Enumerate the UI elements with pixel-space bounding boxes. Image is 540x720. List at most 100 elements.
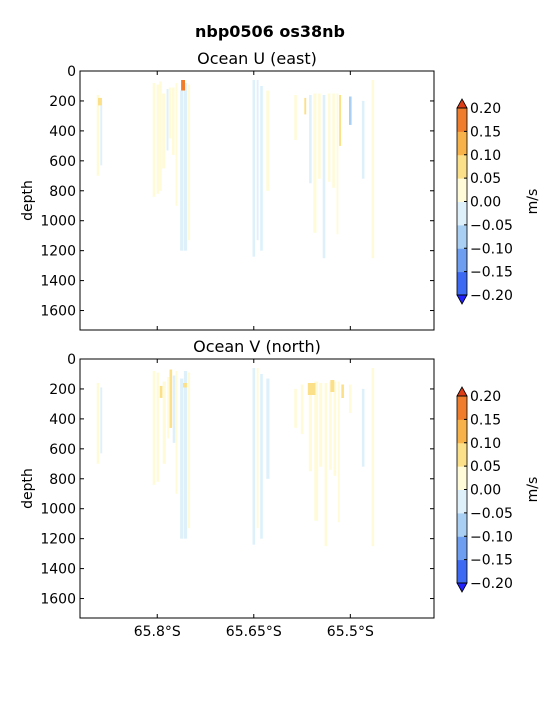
data-column: [300, 384, 304, 434]
colorbar-segment: [457, 466, 467, 490]
data-column: [152, 371, 156, 485]
colorbar-label: m/s: [525, 189, 540, 215]
data-column: [167, 377, 170, 439]
y-tick-label: 400: [49, 412, 76, 428]
data-column: [349, 96, 352, 125]
colorbar-segment: [457, 178, 467, 202]
data-column: [172, 87, 175, 155]
data-column: [183, 383, 187, 388]
data-column: [294, 95, 297, 140]
data-column: [319, 383, 323, 467]
data-column: [180, 378, 184, 539]
data-column: [336, 93, 339, 235]
data-column: [314, 381, 319, 521]
data-column: [260, 374, 263, 539]
y-tick-label: 1600: [40, 592, 76, 608]
data-column: [162, 381, 166, 464]
colorbar: 0.20 0.15 0.10 0.05 0.00 −0.05 −0.10 −0.15 −0.20…: [456, 386, 540, 593]
colorbar-tick-label: 0.20: [470, 389, 501, 405]
axes-title: Ocean U (east): [197, 49, 317, 68]
axes-title: Ocean V (north): [193, 337, 321, 356]
data-column: [371, 80, 375, 259]
colorbar-label: m/s: [525, 477, 540, 503]
panel-2: Ocean V (north) 0 200 400 600 800 1000 1200 1400…: [20, 337, 540, 640]
data-column: [318, 93, 321, 179]
data-column: [252, 368, 256, 545]
colorbar-tick-label: 0.00: [470, 195, 501, 211]
data-column: [330, 380, 335, 392]
data-column: [156, 84, 160, 194]
data-column: [152, 83, 156, 197]
y-tick-label: 0: [67, 352, 76, 368]
axes-frame: [79, 358, 435, 619]
data-column: [256, 368, 259, 529]
colorbar-extend-max: [456, 98, 468, 109]
y-tick-label: 1400: [40, 562, 76, 578]
colorbar-tick-label: 0.15: [470, 124, 501, 140]
data-column: [187, 372, 191, 529]
data-column: [159, 81, 162, 191]
colorbar-segment: [457, 559, 467, 584]
data-column: [371, 368, 375, 547]
data-column: [169, 369, 173, 428]
data-column: [361, 100, 365, 179]
data-column: [260, 86, 263, 251]
colorbar-segment: [457, 271, 467, 296]
data-column: [183, 83, 188, 251]
data-column: [294, 388, 297, 428]
data-column: [329, 381, 332, 470]
y-tick-label: 400: [49, 124, 76, 140]
data-columns: [96, 368, 375, 547]
colorbar: 0.20 0.15 0.10 0.05 0.00 −0.05 −0.10 −0.15 −0.20…: [456, 98, 540, 305]
data-column: [162, 93, 166, 169]
data-column: [166, 89, 169, 151]
colorbar-segment: [457, 131, 467, 156]
y-tick-label: 1200: [40, 244, 76, 260]
data-column: [156, 372, 160, 482]
data-column: [337, 381, 340, 523]
y-tick-label: 200: [49, 382, 76, 398]
colorbar-segment: [457, 512, 467, 537]
data-column: [332, 93, 335, 188]
colorbar-segment: [457, 248, 467, 273]
colorbar-tick-label: 0.05: [470, 459, 501, 475]
y-tick-label: 600: [49, 442, 76, 458]
colorbar-segment: [457, 108, 467, 132]
data-column: [187, 84, 191, 241]
colorbar-tick-label: −0.20: [470, 288, 513, 304]
data-column: [361, 388, 365, 467]
colorbar-tick-label: −0.05: [470, 218, 513, 234]
data-column: [181, 80, 185, 91]
colorbar-tick-label: −0.15: [470, 265, 513, 281]
data-column: [168, 87, 172, 139]
colorbar-segment: [457, 224, 467, 249]
colorbar-segment: [457, 442, 467, 467]
y-tick-label: 1000: [40, 214, 76, 230]
y-tick-label: 800: [49, 184, 76, 200]
data-column: [100, 99, 103, 166]
colorbar-extend-max: [456, 386, 468, 397]
data-column: [183, 371, 188, 539]
data-column: [322, 95, 326, 259]
x-tick-label: 65.5°S: [327, 624, 374, 640]
colorbar-tick-label: 0.10: [470, 148, 501, 164]
data-columns: [96, 80, 375, 259]
x-tick-label: 65.8°S: [134, 624, 181, 640]
data-column: [307, 383, 316, 395]
colorbar-segment: [457, 396, 467, 420]
colorbar-extend-min: [456, 582, 468, 593]
colorbar-tick-label: 0.20: [470, 101, 501, 117]
figure-suptitle: nbp0506 os38nb: [195, 22, 345, 41]
data-column: [180, 90, 184, 251]
data-column: [252, 80, 256, 257]
colorbar-tick-label: 0.10: [470, 436, 501, 452]
colorbar-tick-label: −0.10: [470, 241, 513, 257]
colorbar-tick-label: 0.05: [470, 171, 501, 187]
y-tick-label: 0: [67, 64, 76, 80]
data-column: [98, 97, 102, 106]
data-column: [327, 93, 331, 182]
data-column: [341, 384, 344, 398]
data-column: [313, 93, 317, 233]
x-tick-label: 65.65°S: [226, 624, 282, 640]
